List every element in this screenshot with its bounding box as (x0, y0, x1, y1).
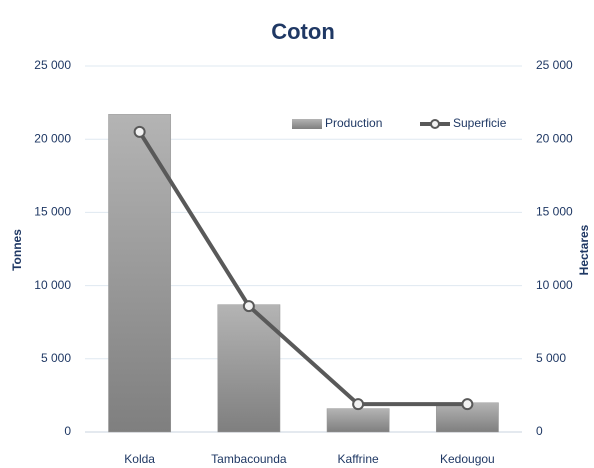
bar (326, 408, 390, 433)
marker (133, 125, 146, 138)
legend-label: Production (325, 116, 382, 130)
y-tick-label: 10 000 (34, 278, 71, 292)
y-tick-label: 20 000 (34, 131, 71, 145)
y2-tick-label: 20 000 (536, 131, 573, 145)
y-tick-label: 5 000 (41, 351, 71, 365)
bar (108, 114, 172, 433)
legend-label: Superficie (453, 116, 507, 130)
legend-swatch (292, 119, 322, 129)
y2-axis-title: Hectares (577, 224, 591, 275)
x-tick-label: Tambacounda (211, 452, 287, 466)
chart-title: Coton (271, 19, 335, 44)
marker (461, 398, 474, 411)
x-tick-label: Kolda (124, 452, 155, 466)
y2-tick-label: 10 000 (536, 278, 573, 292)
y2-tick-label: 5 000 (536, 351, 566, 365)
marker (242, 300, 255, 313)
legend-swatch (430, 119, 440, 129)
marker (352, 398, 365, 411)
y-tick-label: 0 (64, 424, 71, 438)
y2-tick-label: 25 000 (536, 58, 573, 72)
x-tick-label: Kedougou (440, 452, 495, 466)
x-tick-label: Kaffrine (338, 452, 379, 466)
line (137, 130, 468, 407)
y-tick-label: 15 000 (34, 205, 71, 219)
y-axis-title: Tonnes (10, 229, 24, 271)
y2-tick-label: 15 000 (536, 205, 573, 219)
y-tick-label: 25 000 (34, 58, 71, 72)
y2-tick-label: 0 (536, 424, 543, 438)
